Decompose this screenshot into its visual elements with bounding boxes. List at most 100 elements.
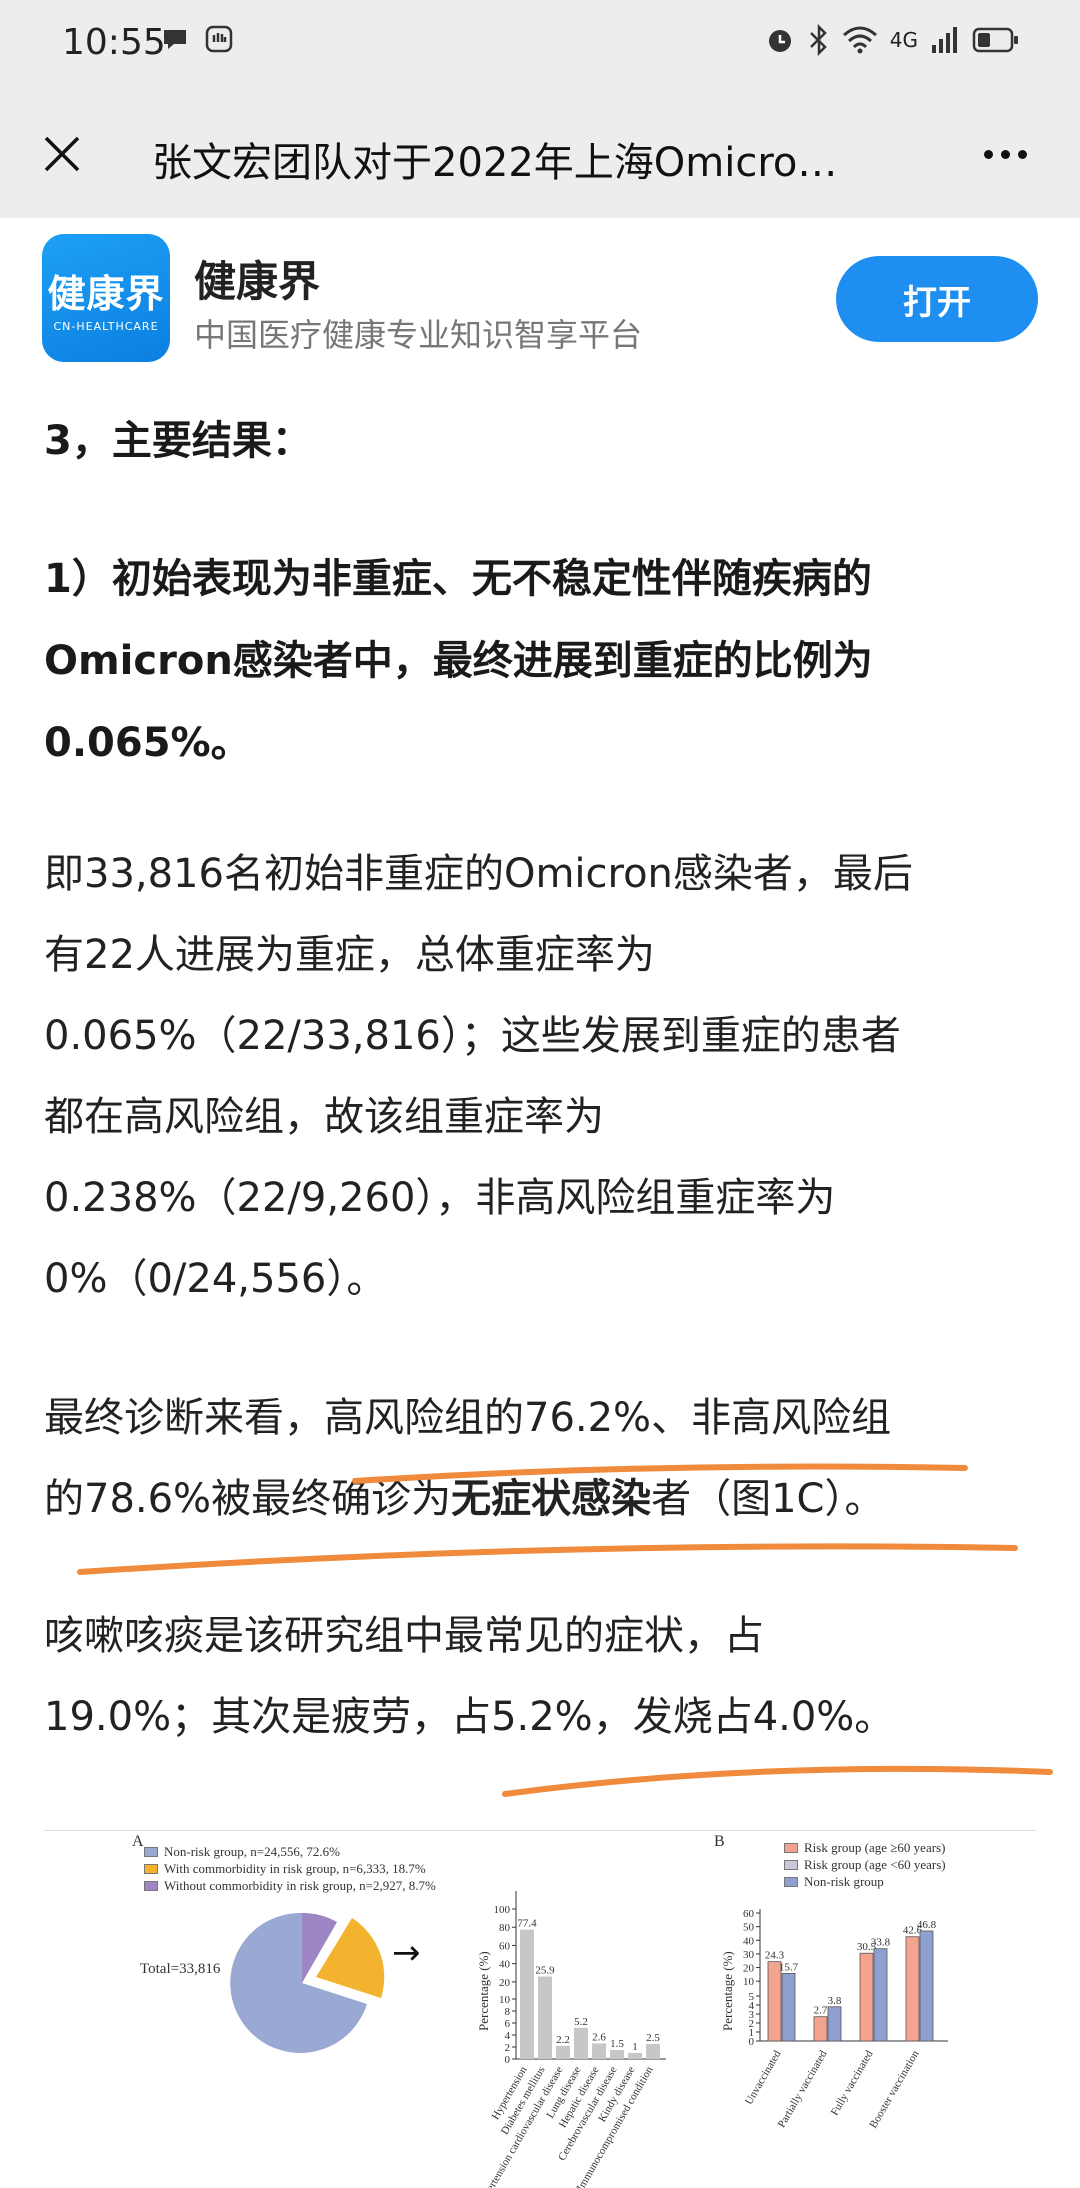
data-label: 2.2 xyxy=(556,2034,570,2046)
data-label: 3.8 xyxy=(828,1995,842,2007)
bold-text: 无症状感染 xyxy=(451,1476,652,1522)
message-icon xyxy=(164,30,186,49)
more-dot-icon xyxy=(1017,149,1027,159)
open-app-button[interactable]: 打开 xyxy=(836,256,1038,342)
bar xyxy=(574,2027,588,2059)
pie-slice-commorbidity xyxy=(316,1918,385,1998)
panel-a-label: A xyxy=(132,1833,144,1850)
network-type: 4G xyxy=(889,28,918,52)
data-label: 2.7 xyxy=(814,2005,828,2017)
data-label: 5.2 xyxy=(574,2016,588,2028)
bar xyxy=(610,2050,624,2059)
legend-swatch xyxy=(144,1863,158,1874)
close-button[interactable] xyxy=(30,122,94,186)
app-notification-icon xyxy=(205,25,233,53)
data-label: 42.6 xyxy=(903,1925,923,1937)
status-time: 10:55 xyxy=(62,22,166,63)
legend-a: Non-risk group, n=24,556, 72.6% With com… xyxy=(144,1843,436,1894)
arrow-icon: → xyxy=(392,1933,421,1973)
more-dot-icon xyxy=(983,149,993,159)
data-label: 30.5 xyxy=(857,1941,877,1953)
bar xyxy=(556,2045,570,2059)
status-left-icons xyxy=(160,24,234,54)
y-tick-label: 4 xyxy=(749,2000,755,2012)
app-description: 中国医疗健康专业知识智享平台 xyxy=(194,316,643,354)
y-tick-label: 4 xyxy=(505,2030,511,2042)
y-tick-label: 8 xyxy=(505,2006,511,2018)
legend-item: Risk group (age <60 years) xyxy=(784,1856,946,1873)
bar xyxy=(592,2043,606,2059)
paragraph-line: 最终诊断来看，高风险组的76.2%、非高风险组 xyxy=(44,1395,892,1441)
panel-b-label: B xyxy=(714,1833,725,1850)
pie-chart xyxy=(230,1912,385,2053)
more-dot-icon xyxy=(1000,149,1010,159)
legend-label: Non-risk group xyxy=(804,1873,884,1889)
data-label: 46.8 xyxy=(917,1919,937,1931)
legend-swatch xyxy=(144,1846,158,1857)
legend-item: Risk group (age ≥60 years) xyxy=(784,1839,946,1856)
legend-label: With commorbidity in risk group, n=6,333… xyxy=(164,1860,426,1876)
page-title: 张文宏团队对于2022年上海Omicro… xyxy=(152,140,838,186)
y-tick-label: 40 xyxy=(743,1935,755,1947)
legend-item: Without commorbidity in risk group, n=2,… xyxy=(144,1877,436,1894)
close-icon xyxy=(44,136,80,172)
x-tick-label: Booster vaccination xyxy=(867,2048,921,2130)
data-label: 1 xyxy=(632,2041,638,2053)
bar xyxy=(905,1936,920,2042)
figure-1[interactable]: A B Non-risk group, n=24,556, 72.6% With… xyxy=(44,1830,1036,2188)
y-tick-label: 60 xyxy=(499,1940,511,1952)
bar xyxy=(520,1929,534,2059)
signal-icon xyxy=(932,27,957,53)
logo-text: 健康界 xyxy=(47,272,165,316)
legend-swatch xyxy=(784,1859,798,1870)
bar xyxy=(859,1952,874,2042)
result-heading: 1）初始表现为非重症、无不稳定性伴随疾病的Omicron感染者中，最终进展到重症… xyxy=(44,556,873,766)
y-tick-label: 1 xyxy=(749,2027,755,2039)
paragraph-severity: 即33,816名初始非重症的Omicron感染者，最后 有22人进展为重症，总体… xyxy=(44,834,1044,1320)
bar xyxy=(646,2044,660,2059)
wifi-icon xyxy=(842,26,877,54)
legend-label: Risk group (age <60 years) xyxy=(804,1856,946,1872)
logo-subtext: CN-HEALTHCARE xyxy=(53,320,159,333)
bar xyxy=(827,2006,842,2042)
y-tick-label: 40 xyxy=(499,1959,511,1971)
app-name: 健康界 xyxy=(194,257,321,306)
paragraph-line: 即33,816名初始非重症的Omicron感染者，最后 xyxy=(44,851,913,897)
paragraph-line: 的78.6%被最终确诊为无症状感染者（图1C）。 xyxy=(44,1459,1044,1540)
data-label: 2.6 xyxy=(592,2031,606,2043)
total-label: Total=33,816 xyxy=(140,1961,221,1977)
y-tick-label: 10 xyxy=(743,1976,755,1988)
bar xyxy=(781,1973,796,2042)
y-axis-label: Percentage (%) xyxy=(476,1951,491,2031)
data-label: 1.5 xyxy=(610,2038,624,2050)
bar xyxy=(538,1976,552,2059)
y-tick-label: 5 xyxy=(749,1991,755,2003)
legend-label: Risk group (age ≥60 years) xyxy=(804,1839,946,1855)
legend-item: Non-risk group, n=24,556, 72.6% xyxy=(144,1843,436,1860)
legend-swatch xyxy=(784,1842,798,1853)
pie-slice-non-risk xyxy=(230,1912,367,2053)
data-label: 2.5 xyxy=(646,2032,660,2044)
y-tick-label: 0 xyxy=(505,2054,511,2066)
y-axis-label: Percentage (%) xyxy=(720,1951,735,2031)
app-logo[interactable]: 健康界 CN-HEALTHCARE xyxy=(42,234,170,362)
bar xyxy=(767,1961,782,2042)
legend-swatch xyxy=(784,1876,798,1887)
y-tick-label: 10 xyxy=(499,1994,511,2006)
text-run: 者（图1C）。 xyxy=(651,1476,885,1522)
status-bar: 10:55 4G xyxy=(0,0,1080,92)
y-tick-label: 60 xyxy=(743,1908,755,1920)
paragraph-line: 0.065%（22/33,816）；这些发展到重症的患者 xyxy=(44,1013,901,1059)
paragraph-line: 19.0%；其次是疲劳，占5.2%，发烧占4.0%。 xyxy=(44,1694,895,1740)
y-tick-label: 20 xyxy=(743,1963,755,1975)
bar xyxy=(873,1948,888,2042)
legend-swatch xyxy=(144,1880,158,1891)
legend-b: Risk group (age ≥60 years) Risk group (a… xyxy=(784,1839,946,1890)
y-tick-label: 80 xyxy=(499,1922,511,1934)
more-options-button[interactable] xyxy=(970,132,1040,176)
y-tick-label: 6 xyxy=(505,2018,511,2030)
data-label: 33.8 xyxy=(871,1937,891,1949)
bar xyxy=(628,2053,642,2059)
y-tick-label: 2 xyxy=(749,2018,755,2030)
data-label: 77.4 xyxy=(517,1918,537,1930)
